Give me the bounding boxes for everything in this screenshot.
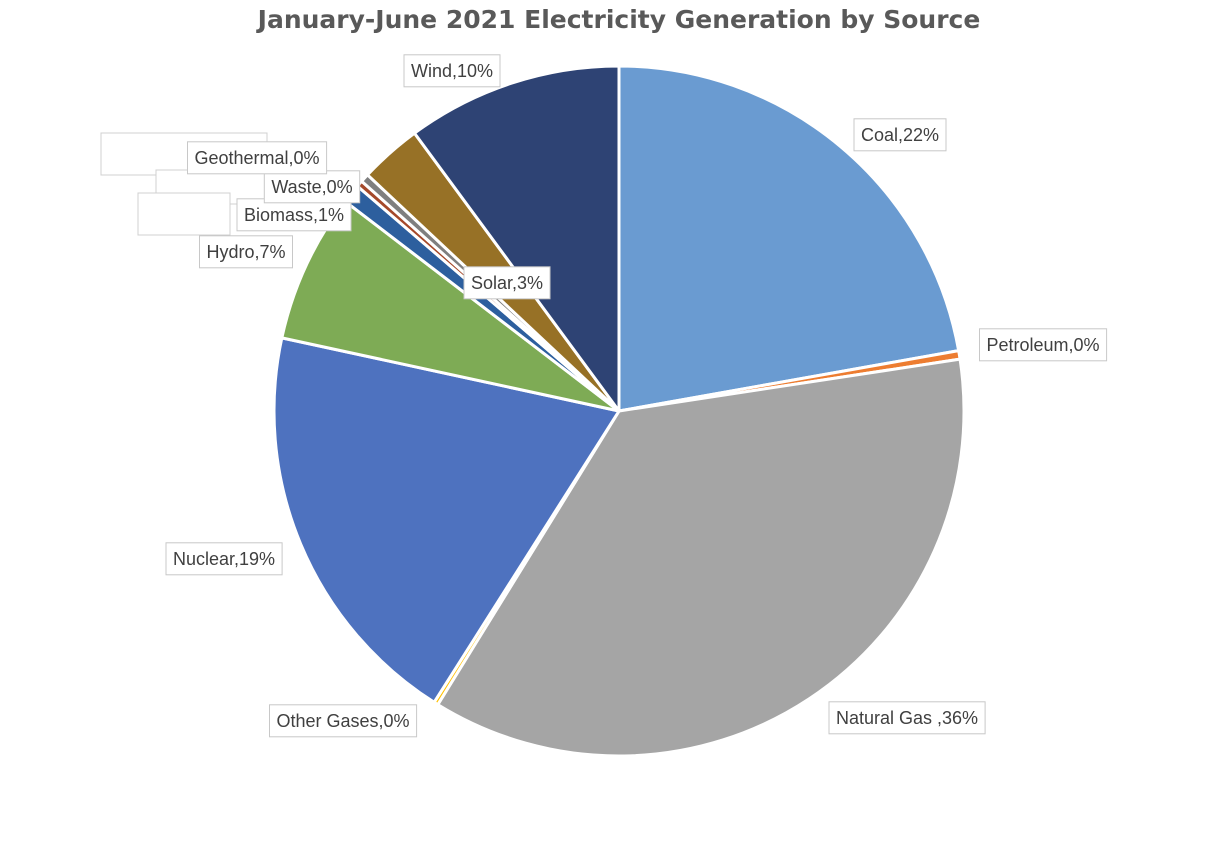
data-label-wind: Wind,10% [403, 54, 501, 88]
data-label-text: Nuclear,19% [173, 549, 275, 569]
empty-label-box [137, 192, 231, 236]
data-label-text: Other Gases,0% [276, 711, 409, 731]
data-label-text: Solar,3% [471, 273, 543, 293]
slice-coal [617, 64, 961, 413]
pie-slices [272, 64, 966, 758]
data-label-box [165, 542, 283, 576]
data-label-nuclear: Nuclear,19% [165, 542, 283, 576]
data-label-text: Biomass,1% [244, 205, 344, 225]
data-label-box [199, 235, 293, 269]
data-label-box [828, 701, 986, 735]
data-label-text: Natural Gas ,36% [836, 708, 978, 728]
data-label-coal: Coal,22% [853, 118, 947, 152]
slice-wind [412, 64, 621, 413]
data-label-biomass: Biomass,1% [236, 198, 352, 232]
data-label-box [979, 328, 1108, 362]
pie-data-labels: Coal,22% Petroleum,0% Natural Gas ,36% Othe… [100, 54, 1108, 738]
slice-nuclear [272, 336, 621, 704]
data-label-box [236, 198, 352, 232]
data-label-petroleum: Petroleum,0% [979, 328, 1108, 362]
data-label-waste: Waste,0% [263, 170, 361, 204]
data-label-natural-gas: Natural Gas ,36% [828, 701, 986, 735]
data-label-solar: Solar,3% [463, 266, 551, 300]
data-label-text: Coal,22% [861, 125, 939, 145]
data-label-text: Geothermal,0% [194, 148, 319, 168]
data-label-text: Hydro,7% [206, 242, 285, 262]
data-label-text: Petroleum,0% [986, 335, 1099, 355]
data-label-hydro: Hydro,7% [199, 235, 293, 269]
data-label-box [853, 118, 947, 152]
data-label-text: Wind,10% [411, 61, 493, 81]
data-label-text: Waste,0% [271, 177, 352, 197]
data-label-box [187, 141, 328, 175]
slice-natural-gas [436, 357, 966, 758]
data-label-box [263, 170, 361, 204]
chart-title: January-June 2021 Electricity Generation… [256, 5, 981, 34]
data-label-box [403, 54, 501, 88]
data-label-other-gases: Other Gases,0% [269, 704, 418, 738]
data-label-box [269, 704, 418, 738]
data-label-box [463, 266, 551, 300]
data-label-geothermal: Geothermal,0% [187, 141, 328, 175]
